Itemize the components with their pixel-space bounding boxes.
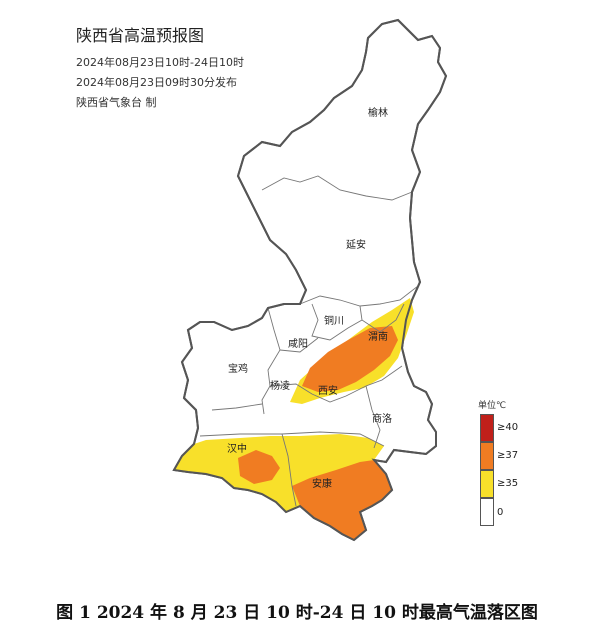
city-label-ankang: 安康 [312,477,332,490]
city-label-baoji: 宝鸡 [228,362,248,375]
figure-caption: 图 1 2024 年 8 月 23 日 10 时-24 日 10 时最高气温落区… [56,603,538,623]
shaanxi-map: 榆林 延安 铜川 渭南 咸阳 宝鸡 杨凌 西安 商洛 汉中 安康 [172,18,448,542]
legend-label-35: ≥35 [497,478,519,489]
map-title: 陕西省高温预报图 [76,26,205,45]
province-border [172,18,448,542]
valid-period: 2024年08月23日10时-24日10时 [76,56,244,69]
legend-label-40: ≥40 [497,422,519,433]
city-label-xian: 西安 [318,384,338,397]
city-label-shangluo: 商洛 [372,412,392,425]
producer: 陕西省气象台 制 [76,96,157,109]
zone-37-guanzhong [302,326,398,392]
legend-title: 单位℃ [478,401,507,411]
city-label-yanan: 延安 [346,238,366,251]
city-label-xianyang: 咸阳 [288,338,308,350]
legend-label-0: 0 [497,507,504,518]
issue-time: 2024年08月23日09时30分发布 [76,76,237,89]
zone-37-ankang [292,460,392,540]
legend-label-37: ≥37 [497,450,519,461]
city-label-tongchuan: 铜川 [324,315,344,327]
zone-37-hanzhong [238,450,280,484]
city-label-yangling: 杨凌 [270,379,290,392]
legend-swatch-40 [480,414,494,442]
city-label-hanzhong: 汉中 [227,442,247,455]
city-label-yulin: 榆林 [368,106,388,119]
legend-swatch-0 [480,498,494,526]
legend-swatch-37 [480,442,494,470]
city-boundaries [199,175,419,507]
city-label-weinan: 渭南 [368,330,388,343]
legend-swatch-35 [480,470,494,498]
